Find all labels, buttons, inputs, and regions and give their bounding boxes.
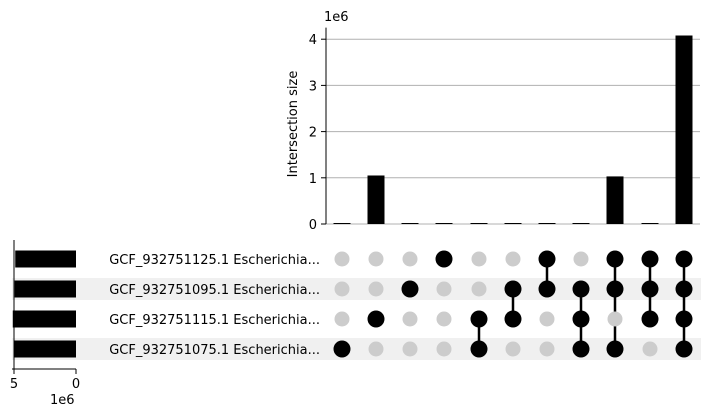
matrix-dot-inactive [334, 251, 350, 267]
set-size-multiplier: 1e6 [50, 393, 75, 408]
intersection-bar [470, 223, 488, 224]
matrix-dot-inactive [471, 251, 487, 267]
matrix-dot-active [572, 280, 590, 298]
matrix-dot-inactive [402, 341, 418, 357]
matrix-dot-inactive [368, 251, 384, 267]
matrix-dot-active [333, 340, 351, 358]
intersection-bar [333, 223, 351, 224]
intersection-bars [333, 35, 693, 225]
row-stripe [12, 338, 701, 360]
matrix-dot-inactive [505, 251, 521, 267]
set-label: GCF_932751095.1 Escherichia... [109, 283, 320, 298]
set-size-bar [14, 340, 76, 358]
set-size-bar [15, 250, 77, 268]
gridlines [326, 38, 700, 225]
matrix-dot-inactive [334, 311, 350, 327]
y-axis-ticks: 0 1 2 3 4 [309, 27, 327, 233]
set-size-tick-label: 0 [72, 377, 80, 392]
matrix-dot-active [504, 280, 522, 298]
matrix-dot-active [367, 310, 385, 328]
matrix-dot-inactive [607, 311, 623, 327]
matrix-dot-active [606, 340, 624, 358]
matrix-dot-active [675, 340, 693, 358]
set-size-bars [12, 250, 77, 358]
set-size-tick-label: 5 [10, 377, 18, 392]
matrix-dot-inactive [436, 311, 452, 327]
y-tick-label: 1 [309, 172, 317, 187]
matrix-dot-inactive [642, 341, 658, 357]
matrix-dot-active [641, 280, 659, 298]
matrix-dot-inactive [505, 341, 521, 357]
matrix-dot-active [470, 310, 488, 328]
y-tick-label: 3 [309, 79, 317, 94]
y-tick-label: 4 [309, 33, 317, 48]
set-label: GCF_932751075.1 Escherichia... [109, 343, 320, 358]
matrix-dot-active [572, 310, 590, 328]
y-axis-label: Intersection size [286, 71, 301, 178]
y-tick-label: 2 [309, 126, 317, 141]
matrix-dot-inactive [402, 251, 418, 267]
matrix-dot-inactive [436, 341, 452, 357]
matrix-dot-active [675, 280, 693, 298]
matrix-dot-active [435, 250, 453, 268]
set-labels: GCF_932751125.1 Escherichia... GCF_932751… [109, 253, 320, 358]
matrix-dot-active [606, 250, 624, 268]
matrix-dot-active [675, 250, 693, 268]
set-size-bar [14, 280, 77, 298]
intersection-matrix [333, 250, 693, 358]
intersection-bar [675, 35, 693, 225]
matrix-dot-active [470, 340, 488, 358]
matrix-dot-active [572, 340, 590, 358]
matrix-stripes [12, 278, 701, 360]
intersection-bar [401, 223, 419, 224]
intersection-bar [606, 176, 624, 224]
matrix-dot-inactive [539, 341, 555, 357]
matrix-dot-inactive [539, 311, 555, 327]
set-label: GCF_932751115.1 Escherichia... [109, 313, 320, 328]
matrix-dot-active [538, 280, 556, 298]
y-tick-label: 0 [309, 218, 317, 233]
y-axis-multiplier: 1e6 [324, 10, 349, 25]
matrix-dot-active [401, 280, 419, 298]
matrix-dot-inactive [368, 281, 384, 297]
intersection-bar [572, 223, 590, 224]
matrix-dot-active [538, 250, 556, 268]
set-size-bar [12, 310, 76, 328]
matrix-dot-active [641, 310, 659, 328]
intersection-bar [641, 223, 659, 224]
matrix-dot-inactive [368, 341, 384, 357]
matrix-dot-inactive [471, 281, 487, 297]
intersection-bar [367, 175, 385, 224]
matrix-dot-inactive [436, 281, 452, 297]
matrix-dot-active [606, 280, 624, 298]
matrix-dot-inactive [402, 311, 418, 327]
matrix-dot-active [675, 310, 693, 328]
matrix-dot-inactive [334, 281, 350, 297]
matrix-dot-inactive [573, 251, 589, 267]
matrix-dot-active [504, 310, 522, 328]
set-label: GCF_932751125.1 Escherichia... [109, 253, 320, 268]
intersection-bar [504, 223, 522, 224]
intersection-bar [538, 223, 556, 224]
row-stripe [12, 278, 701, 300]
intersection-bar [435, 223, 453, 224]
matrix-dot-active [641, 250, 659, 268]
